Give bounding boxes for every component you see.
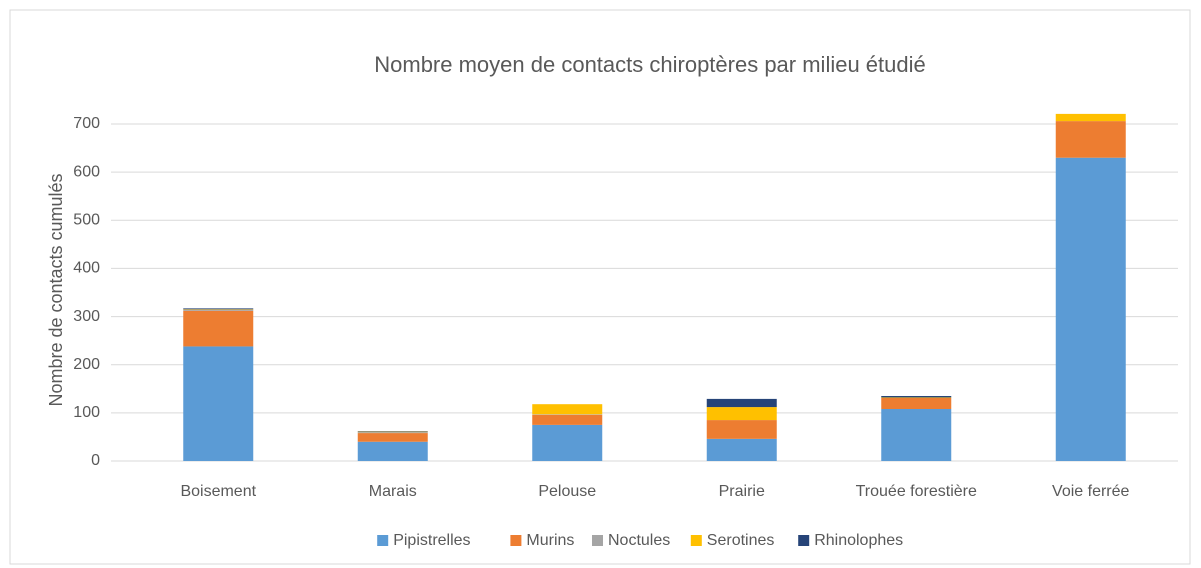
bar-segment — [183, 309, 254, 311]
bar-segment — [183, 308, 254, 310]
bar-segment — [357, 432, 428, 434]
chart-frame — [9, 9, 1191, 565]
legend-swatch — [592, 535, 603, 546]
y-tick-label: 0 — [91, 452, 100, 469]
bar-segment — [532, 414, 603, 425]
y-tick-label: 700 — [73, 115, 100, 132]
bar-segment — [706, 438, 777, 461]
bar-segment — [1055, 113, 1126, 122]
y-tick-label: 300 — [73, 308, 100, 325]
y-tick-label: 400 — [73, 260, 100, 277]
legend-label: Noctules — [608, 532, 670, 549]
legend-swatch — [798, 535, 810, 546]
x-tick-label: Trouée forestière — [856, 483, 977, 500]
x-tick-label: Prairie — [719, 483, 765, 500]
chart-title: Nombre moyen de contacts chiroptères par… — [374, 52, 926, 77]
y-tick-label: 100 — [73, 404, 100, 421]
bar-segment — [357, 441, 428, 461]
bar-segment — [706, 407, 777, 421]
legend-label: Rhinolophes — [814, 532, 903, 549]
legend-label: Pipistrelles — [393, 532, 470, 549]
bar-segment — [706, 398, 777, 408]
bar-segment — [357, 433, 428, 442]
legend-label: Serotines — [707, 532, 775, 549]
x-tick-label: Marais — [369, 483, 417, 500]
bar-segment — [532, 404, 603, 415]
bar-segment — [183, 346, 254, 461]
bar-segment — [881, 396, 952, 398]
legend-label: Murins — [526, 532, 574, 549]
bar-segment — [881, 397, 952, 410]
bar-segment — [1055, 121, 1126, 158]
bar-segment — [1055, 157, 1126, 461]
y-tick-label: 200 — [73, 356, 100, 373]
bar-segment — [183, 310, 254, 347]
bar-segment — [532, 424, 603, 461]
y-axis-label: Nombre de contacts cumulés — [46, 173, 66, 406]
legend-swatch — [690, 535, 702, 546]
bar-segment — [706, 420, 777, 439]
y-tick-label: 500 — [73, 212, 100, 229]
x-tick-label: Boisement — [180, 483, 256, 500]
x-tick-label: Voie ferrée — [1052, 483, 1129, 500]
y-tick-label: 600 — [73, 163, 100, 180]
bar-segment — [881, 409, 952, 461]
x-tick-label: Pelouse — [538, 483, 596, 500]
legend-swatch — [510, 535, 522, 546]
legend-swatch — [377, 535, 389, 546]
